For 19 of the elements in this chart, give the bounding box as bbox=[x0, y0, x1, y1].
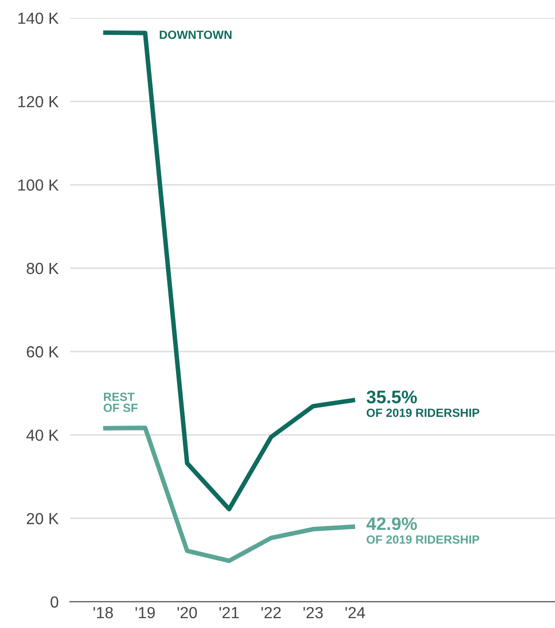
y-tick-label: 140 K bbox=[18, 12, 59, 24]
y-tick-label: 100 K bbox=[18, 179, 59, 191]
y-tick-label: 20 K bbox=[26, 512, 59, 524]
y-tick-label: 0 bbox=[50, 596, 58, 608]
x-tick-label: '22 bbox=[262, 606, 281, 618]
x-tick-label: '23 bbox=[303, 606, 323, 618]
x-tick-label: '24 bbox=[345, 606, 366, 618]
series-label: REST OF SF bbox=[104, 392, 138, 412]
annotation: 35.5% OF 2019 RIDERSHIP bbox=[366, 390, 480, 417]
x-tick-label: '21 bbox=[220, 606, 239, 618]
series-label: DOWNTOWN bbox=[160, 30, 232, 39]
y-tick-label: 120 K bbox=[18, 96, 59, 108]
x-tick-label: '18 bbox=[94, 606, 113, 618]
x-tick-label: '19 bbox=[136, 606, 155, 618]
x-tick-label: '20 bbox=[178, 606, 197, 618]
y-tick-label: 80 K bbox=[26, 262, 59, 274]
y-tick-label: 60 K bbox=[26, 346, 59, 358]
annotation: 42.9% OF 2019 RIDERSHIP bbox=[366, 517, 480, 544]
y-tick-label: 40 K bbox=[26, 430, 59, 441]
